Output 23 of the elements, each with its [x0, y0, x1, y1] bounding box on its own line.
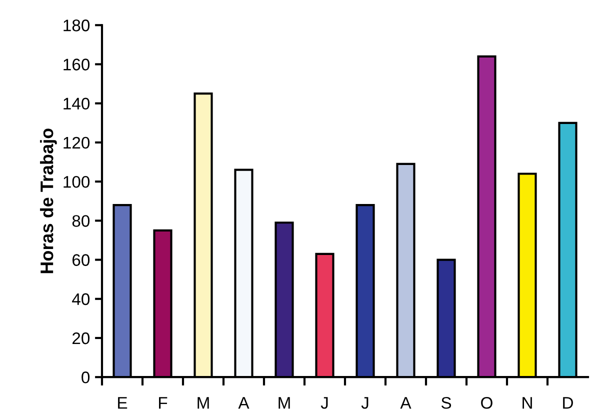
y-tick-label: 0 — [82, 372, 90, 384]
y-tick-label: 20 — [72, 332, 90, 344]
x-tick-label: M — [198, 397, 209, 409]
x-tick-label: E — [118, 397, 128, 409]
x-tick-label: D — [563, 397, 573, 409]
x-tick-label: S — [441, 396, 452, 409]
x-tick-label: N — [522, 397, 532, 409]
y-axis-title: Horas de Trabajo — [40, 128, 57, 274]
x-tick-label: A — [400, 397, 412, 409]
x-tick-label: M — [278, 397, 290, 409]
x-tick-label: J — [320, 397, 328, 409]
y-tick-label: 40 — [72, 293, 90, 306]
x-tick-label: O — [481, 396, 492, 409]
x-tick-label: F — [159, 397, 168, 409]
y-tick-label: 160 — [64, 58, 90, 70]
y-tick-label: 140 — [64, 98, 90, 110]
y-tick-label: 80 — [72, 215, 90, 227]
y-tick-label: 100 — [64, 176, 90, 188]
y-tick-label: 120 — [64, 136, 90, 149]
y-tick-label: 180 — [64, 20, 90, 32]
x-tick-label: J — [361, 397, 368, 409]
x-tick-label: A — [238, 397, 250, 409]
y-tick-label: 60 — [72, 254, 90, 266]
